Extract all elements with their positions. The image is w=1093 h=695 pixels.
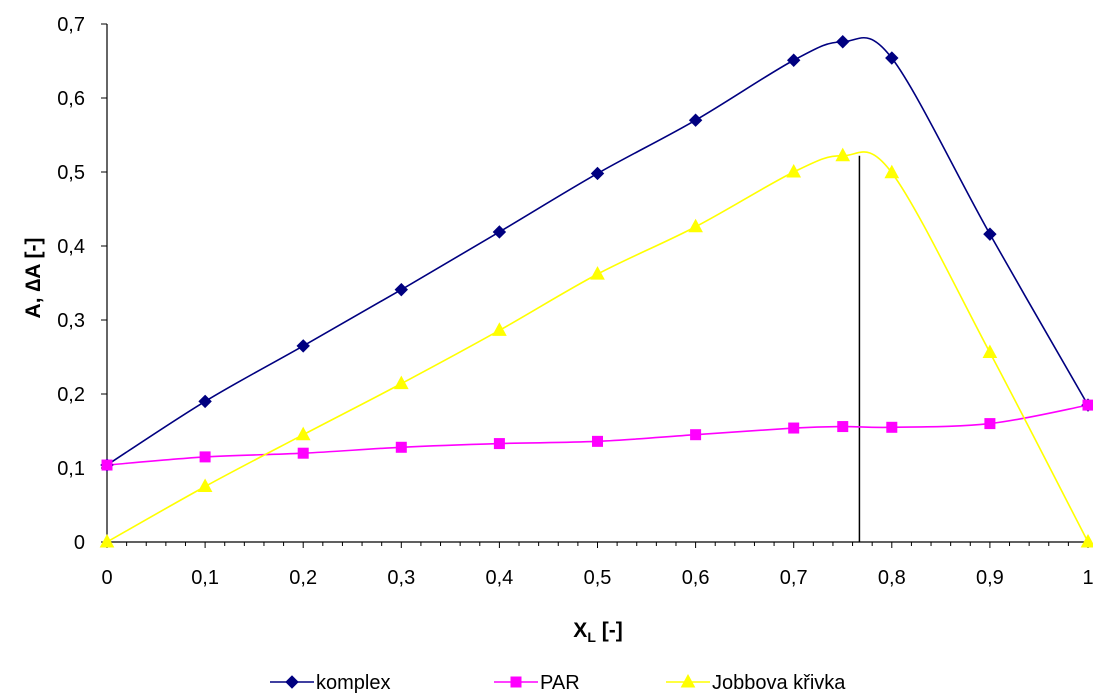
data-point-jobbova-krivka xyxy=(393,375,409,390)
data-point-jobbova-krivka xyxy=(590,266,605,280)
data-point-par xyxy=(984,418,996,430)
x-tick-label: 0,7 xyxy=(780,567,808,589)
data-point-par xyxy=(690,429,702,441)
series-layer xyxy=(106,37,1089,543)
data-point-komplex xyxy=(885,51,899,65)
x-tick-label: 0,1 xyxy=(191,567,219,589)
series-line-par xyxy=(106,404,1089,466)
data-point-jobbova-krivka xyxy=(835,147,851,162)
data-point-jobbova-krivka xyxy=(295,426,311,441)
data-point-komplex xyxy=(590,166,605,181)
data-point-par xyxy=(395,441,407,453)
y-tick-label: 0,6 xyxy=(57,88,85,110)
y-tick-label: 0,5 xyxy=(57,162,85,184)
x-axis-title-subscript: L xyxy=(587,629,596,645)
ticks-layer: 0 0,1 0,2 0,3 0,4 0,5 0,6 0,7 0 0,1 0,2 0,3 0,4 0,5 0,… xyxy=(57,14,1093,589)
legend-label-komplex: komplex xyxy=(316,672,390,694)
data-point-jobbova-krivka xyxy=(99,533,115,548)
x-axis-title: XL [-] xyxy=(573,619,622,645)
data-point-par xyxy=(837,421,849,433)
y-tick-label: 0,7 xyxy=(57,14,85,36)
y-tick-label: 0,3 xyxy=(57,310,85,332)
data-point-komplex xyxy=(394,282,409,297)
legend-marker-komplex xyxy=(285,675,299,689)
x-tick-label: 0,3 xyxy=(387,567,415,589)
data-point-komplex xyxy=(836,35,850,49)
data-point-par xyxy=(1082,399,1093,411)
data-point-par xyxy=(297,447,309,459)
y-tick-label: 0,4 xyxy=(57,236,85,258)
data-point-jobbova-krivka xyxy=(197,478,213,492)
data-point-par xyxy=(493,438,505,450)
data-point-komplex xyxy=(786,53,801,67)
y-tick-label: 0,2 xyxy=(57,384,85,406)
data-point-par xyxy=(199,451,211,463)
data-point-jobbova-krivka xyxy=(1080,533,1093,548)
y-tick-label: 0,1 xyxy=(57,458,85,480)
x-tick-label: 0 xyxy=(101,567,112,589)
legend: komplex PAR Jobbova křivka xyxy=(270,672,846,694)
x-axis-title-unit: [-] xyxy=(596,619,623,642)
data-point-jobbova-krivka xyxy=(884,164,900,179)
y-axis-title: A, ∆A [-] xyxy=(22,238,45,319)
data-point-par xyxy=(788,422,800,434)
x-tick-label: 0,5 xyxy=(584,567,612,589)
legend-label-par: PAR xyxy=(540,672,580,694)
series-line-jobbova-krivka xyxy=(106,151,1089,543)
data-point-komplex xyxy=(983,227,997,241)
data-point-jobbova-krivka xyxy=(492,322,507,336)
data-point-jobbova-krivka xyxy=(982,344,998,359)
x-tick-label: 0,8 xyxy=(878,567,906,589)
x-tick-label: 0,4 xyxy=(485,567,513,589)
y-tick-label: 0 xyxy=(74,532,85,554)
legend-marker-jobbova-krivka xyxy=(680,673,696,688)
legend-label-jobbova-krivka: Jobbova křivka xyxy=(712,672,846,694)
data-point-komplex xyxy=(492,225,507,239)
data-point-komplex xyxy=(198,394,212,409)
legend-marker-par xyxy=(510,676,522,688)
data-point-komplex xyxy=(296,339,310,353)
data-point-par xyxy=(886,421,898,433)
data-point-par xyxy=(592,435,603,447)
x-tick-label: 0,9 xyxy=(976,567,1004,589)
data-point-komplex xyxy=(688,113,703,127)
data-point-jobbova-krivka xyxy=(786,163,802,178)
x-tick-label: 0,2 xyxy=(289,567,317,589)
series-line-komplex xyxy=(106,37,1089,466)
data-point-par xyxy=(101,459,113,471)
data-point-jobbova-krivka xyxy=(688,218,703,233)
markers-layer xyxy=(99,35,1093,548)
axes-layer xyxy=(106,24,1088,543)
x-tick-label: 0,6 xyxy=(682,567,710,589)
x-tick-label: 1 xyxy=(1082,567,1093,589)
